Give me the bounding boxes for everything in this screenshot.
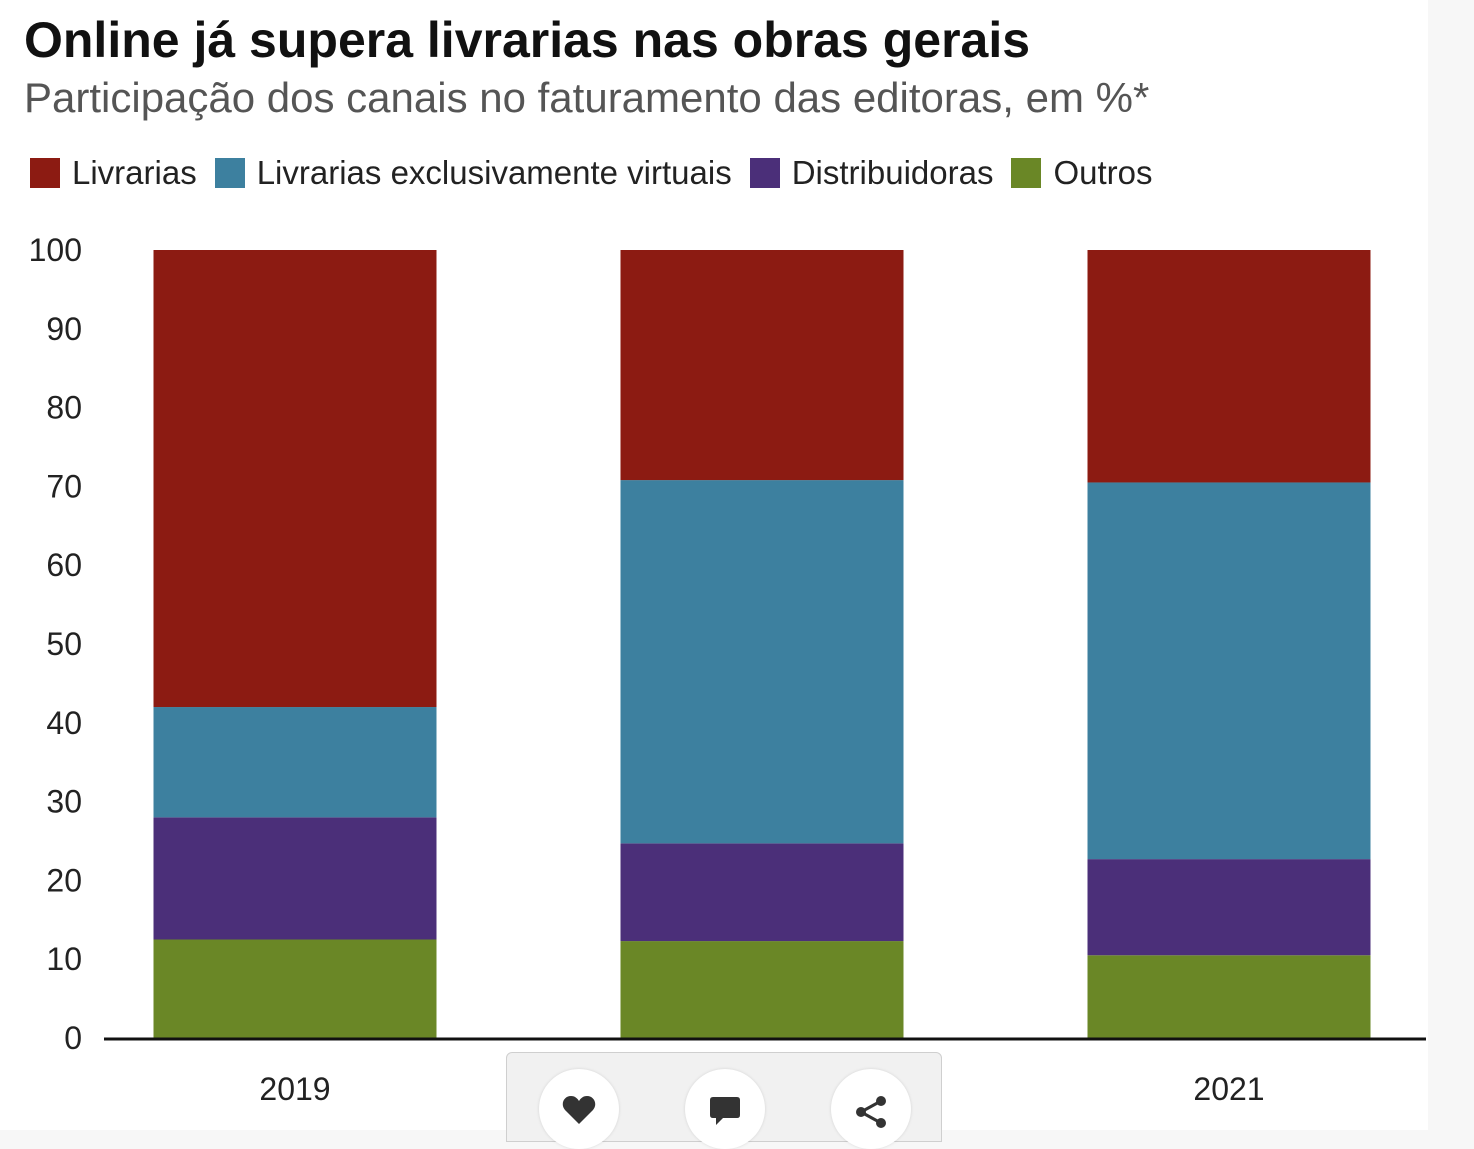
legend-label: Outros [1053,154,1153,191]
share-button[interactable] [831,1069,911,1149]
y-tick-label: 70 [46,468,82,504]
y-tick-label: 30 [46,784,82,820]
bar-segment [153,707,437,818]
legend-item: Livrarias exclusivamente virtuais [214,154,732,192]
legend-item: Livrarias [30,154,197,192]
y-tick-label: 20 [46,862,82,898]
y-tick-label: 100 [29,232,82,268]
bar-segment [620,480,904,844]
bar-segment [1087,482,1371,860]
chart-subtitle: Participação dos canais no faturamento d… [24,74,1150,121]
y-tick-label: 0 [64,1020,82,1056]
legend-swatch [30,158,60,188]
y-tick-label: 60 [46,547,82,583]
like-button[interactable] [539,1069,619,1149]
bar-segment [1087,250,1371,483]
legend-label: Distribuidoras [791,154,994,191]
share-icon [856,1096,886,1128]
chart-title: Online já supera livrarias nas obras ger… [24,12,1031,68]
stacked-bar-chart: 0 10 20 30 40 50 60 70 80 90 100 2019 2021 [29,232,1426,1107]
y-tick-label: 90 [46,311,82,347]
x-tick-label: 2021 [1193,1071,1264,1107]
legend-label: Livrarias [72,154,197,191]
y-tick-label: 40 [46,705,82,741]
heart-icon [562,1096,596,1124]
comment-button[interactable] [685,1069,765,1149]
chart-legend: Livrarias Livrarias exclusivamente virtua… [30,150,1171,196]
bar-segment [620,250,904,481]
chart-card: Online já supera livrarias nas obras ger… [24,12,1426,1107]
bar-segment [153,250,437,708]
bar-segment [620,843,904,942]
bar-segment [153,817,437,940]
bar-segment [1087,955,1371,1038]
y-tick-label: 50 [46,626,82,662]
x-tick-label: 2019 [259,1071,330,1107]
bar-segment [620,941,904,1038]
legend-swatch [749,158,780,188]
legend-swatch [214,158,245,188]
legend-label: Livrarias exclusivamente virtuais [256,154,732,191]
social-toolbar [506,1052,942,1149]
legend-item: Outros [1011,154,1153,192]
comment-icon [710,1097,740,1125]
legend-swatch [1011,158,1042,188]
y-tick-label: 80 [46,390,82,426]
legend-item: Distribuidoras [749,154,994,192]
bar-segment [153,939,437,1038]
y-tick-label: 10 [46,941,82,977]
bar-segment [1087,859,1371,956]
